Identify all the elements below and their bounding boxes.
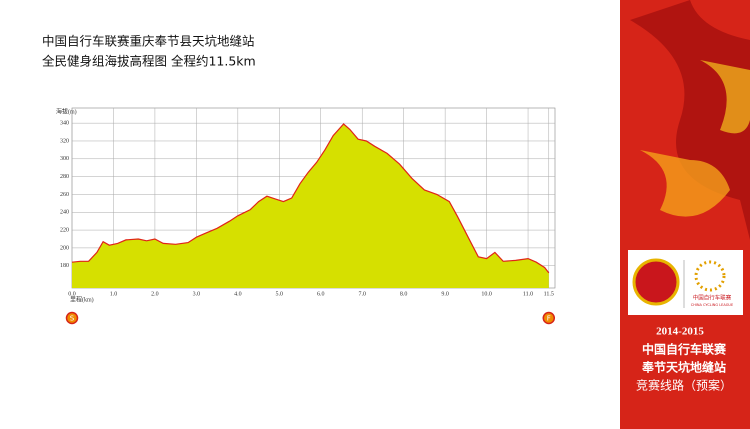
x-tick-label: 7.0 — [358, 291, 366, 297]
y-tick-label: 240 — [60, 210, 69, 216]
route-marker — [65, 311, 79, 325]
x-tick-label: 5.0 — [276, 291, 284, 297]
sidebar: 中国自行车联赛 CHINA CYCLING LEAGUE 2014-2015 中… — [620, 0, 750, 429]
x-tick-label: 2.0 — [151, 291, 159, 297]
chart-title: 中国自行车联赛重庆奉节县天坑地缝站 — [42, 34, 255, 49]
y-tick-label: 280 — [60, 174, 69, 180]
marker-label: S — [70, 315, 75, 323]
profile-line — [71, 123, 550, 274]
x-tick-label: 11.0 — [523, 291, 533, 297]
x-tick-label: 1.0 — [110, 291, 118, 297]
y-tick-label: 220 — [60, 227, 69, 233]
x-tick-label: 3.0 — [193, 291, 201, 297]
y-tick-label: 320 — [60, 138, 69, 144]
marker-label: F — [547, 315, 551, 323]
x-tick-label: 6.0 — [317, 291, 325, 297]
y-tick-label: 180 — [60, 263, 69, 269]
x-tick-label: 10.0 — [481, 291, 492, 297]
route-marker — [542, 311, 556, 325]
sidebar-line: 奉节天坑地缝站 — [641, 360, 726, 375]
season: 2014-2015 — [656, 326, 704, 338]
logo — [694, 260, 726, 292]
sidebar-line: 中国自行车联赛 — [642, 342, 727, 357]
chart-subtitle: 全民健身组海拔高程图 全程约11.5km — [42, 54, 256, 69]
y-axis-label: 海拔(m) — [56, 107, 77, 115]
y-tick-label: 200 — [60, 245, 69, 251]
x-tick-label: 9.0 — [441, 291, 449, 297]
decor — [640, 150, 730, 217]
y-tick-label: 300 — [60, 156, 69, 162]
y-tick-label: 340 — [60, 121, 69, 127]
area — [72, 124, 549, 288]
decor — [700, 60, 750, 134]
logo-text: 中国自行车联赛 — [693, 294, 732, 302]
x-axis-label: 里程(km) — [70, 295, 94, 303]
x-tick-label: 8.0 — [400, 291, 408, 297]
logo-subtext: CHINA CYCLING LEAGUE — [691, 303, 733, 307]
x-tick-label: 11.5 — [544, 291, 554, 297]
x-tick-label: 0.0 — [68, 291, 76, 297]
sidebar-line: 竞赛线路（预案） — [636, 378, 732, 393]
logo — [632, 258, 680, 306]
y-tick-label: 260 — [60, 192, 69, 198]
x-tick-label: 4.0 — [234, 291, 242, 297]
